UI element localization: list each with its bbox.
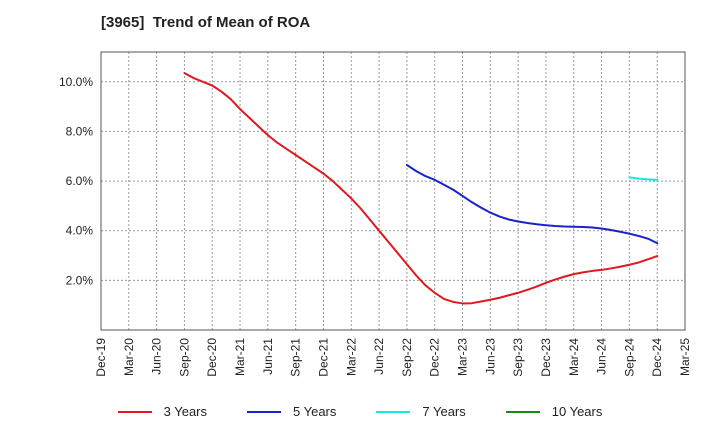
legend-item: 7 Years: [376, 404, 466, 419]
chart-title: [3965] Trend of Mean of ROA: [101, 14, 311, 31]
x-tick-label: Sep-22: [400, 338, 414, 377]
x-tick-label: Mar-24: [567, 338, 581, 376]
x-tick-label: Mar-25: [678, 338, 692, 376]
grid-layer: [100, 52, 686, 330]
legend-label: 3 Years: [163, 404, 207, 419]
series-line-3-years: [183, 72, 659, 305]
x-tick-label: Dec-21: [316, 338, 330, 377]
x-tick-label: Mar-20: [122, 338, 136, 376]
x-tick-label: Sep-23: [511, 338, 525, 377]
y-tick-labels: 2.0% 4.0% 6.0% 8.0% 10.0%: [59, 75, 93, 288]
y-tick-label: 2.0%: [66, 273, 94, 287]
legend-swatch: [505, 410, 540, 413]
x-tick-label: Dec-23: [539, 338, 553, 377]
legend-item: 3 Years: [117, 404, 207, 419]
x-tick-label: Dec-20: [205, 338, 219, 377]
x-tick-label: Dec-19: [94, 338, 108, 377]
x-tick-label: Dec-22: [428, 338, 442, 377]
x-tick-label: Jun-21: [261, 338, 275, 375]
legend-label: 5 Years: [293, 404, 337, 419]
x-tick-label: Sep-21: [289, 338, 303, 377]
legend-label: 7 Years: [422, 404, 466, 419]
x-tick-label: Sep-20: [177, 338, 191, 377]
x-tick-label: Sep-24: [622, 338, 636, 377]
y-tick-label: 4.0%: [66, 224, 94, 238]
y-tick-label: 10.0%: [59, 75, 93, 89]
x-tick-label: Dec-24: [650, 338, 664, 377]
legend-item: 10 Years: [505, 404, 603, 419]
legend-swatch: [247, 410, 281, 413]
x-tick-label: Jun-22: [372, 338, 386, 375]
x-tick-label: Jun-20: [150, 338, 164, 375]
x-tick-label: Mar-21: [233, 338, 247, 376]
series-line-7-years: [628, 176, 659, 181]
x-tick-label: Mar-22: [344, 338, 358, 376]
legend-swatch: [117, 410, 152, 413]
legend: 3 Years 5 Years 7 Years 10 Years: [0, 404, 720, 419]
series-layer: [183, 72, 659, 305]
y-tick-label: 6.0%: [66, 174, 94, 188]
x-tick-label: Jun-23: [483, 338, 497, 375]
x-tick-labels: Dec-19 Mar-20 Jun-20 Sep-20 Dec-20 Mar-21 Jun-…: [94, 338, 692, 377]
series-line-5-years: [405, 163, 659, 245]
legend-item: 5 Years: [247, 404, 336, 419]
x-tick-label: Jun-24: [595, 338, 609, 375]
y-tick-label: 8.0%: [66, 124, 94, 138]
plot-frame: [100, 51, 686, 331]
legend-label: 10 Years: [551, 404, 603, 419]
x-tick-label: Mar-23: [456, 338, 470, 376]
legend-swatch: [376, 410, 411, 413]
